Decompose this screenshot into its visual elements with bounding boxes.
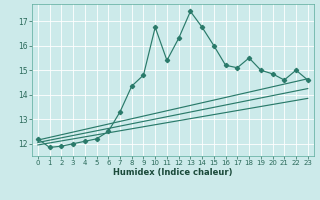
X-axis label: Humidex (Indice chaleur): Humidex (Indice chaleur) [113,168,233,177]
